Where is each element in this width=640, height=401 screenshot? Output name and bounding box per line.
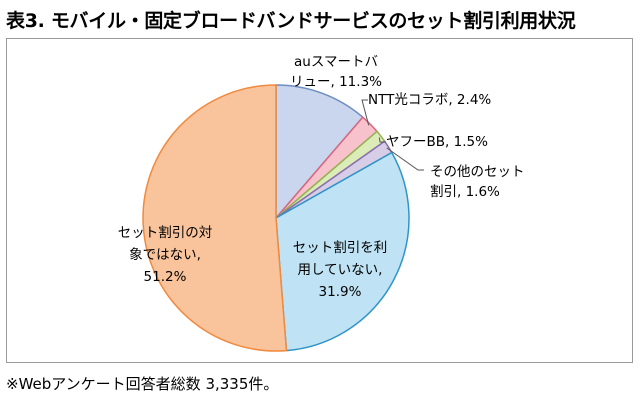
data-label: セット割引を利用していない, 31.9% — [293, 239, 388, 300]
data-label: auスマートバリュー, 11.3% — [290, 54, 382, 90]
pie-slice — [275, 84, 364, 219]
data-label: ヤフーBB, 1.5% — [386, 134, 488, 150]
pie-slice — [142, 84, 288, 352]
pie-slice — [275, 151, 410, 352]
data-label: NTT光コラボ, 2.4% — [368, 92, 491, 108]
footnote: ※Webアンケート回答者総数 3,335件。 — [6, 375, 279, 393]
leader-line — [386, 147, 424, 171]
leader-line — [378, 137, 386, 143]
leader-line — [361, 99, 370, 126]
data-label: セット割引の対象ではない, 51.2% — [118, 224, 213, 285]
chart-title: 表3. モバイル・固定ブロードバンドサービスのセット割引利用状況 — [6, 10, 576, 32]
data-label: その他のセット割引, 1.6% — [430, 164, 525, 200]
